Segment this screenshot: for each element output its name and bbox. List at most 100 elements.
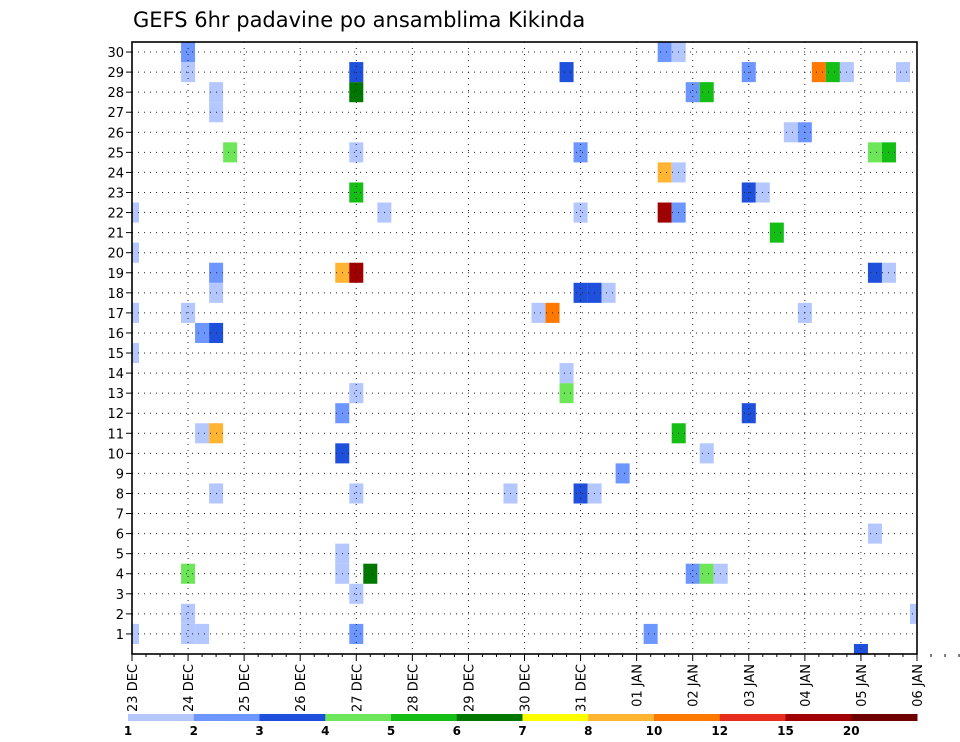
y-tick-label: 7 [116, 508, 124, 523]
x-tick-label: 26 DEC [294, 664, 309, 712]
legend-swatch [522, 714, 589, 721]
y-tick-label: 24 [107, 166, 124, 181]
color-legend: 1 2 3 4 5 6 7 8 10 12 15 20 [124, 714, 918, 738]
legend-swatch [391, 714, 458, 721]
x-tick-label: 25 DEC [238, 664, 253, 712]
precip-cell [181, 603, 196, 624]
x-tick-label: 03 JAN [743, 664, 758, 707]
precip-cell [195, 623, 210, 644]
legend-swatch [654, 714, 721, 721]
y-tick-label: 9 [116, 467, 124, 482]
precip-cell [132, 623, 140, 644]
y-tick-label: 21 [107, 227, 124, 242]
y-tick-label: 22 [107, 207, 124, 222]
x-tick-label: 06 JAN [911, 664, 926, 707]
legend-label: 5 [387, 724, 395, 738]
precip-cell [132, 302, 140, 323]
precip-cell [349, 82, 364, 103]
legend-swatch [456, 714, 523, 721]
y-tick-label: 8 [116, 487, 124, 502]
legend-label: 3 [255, 724, 263, 738]
legend-label: 6 [453, 724, 461, 738]
precip-cell [132, 202, 140, 223]
y-tick-label: 29 [107, 66, 124, 81]
precip-cell [643, 623, 658, 644]
precip-cell [349, 383, 364, 404]
y-tick-label: 6 [116, 528, 124, 543]
precip-cell [223, 142, 238, 163]
y-tick-label: 16 [107, 327, 124, 342]
precip-cell [573, 483, 588, 504]
precip-cell [559, 383, 574, 404]
y-tick-label: 4 [116, 568, 124, 583]
precip-cell [349, 483, 364, 504]
legend-swatch [851, 714, 918, 721]
precip-cell [952, 122, 960, 142]
legend-label: 10 [646, 724, 663, 738]
y-tick-label: 30 [107, 46, 124, 61]
x-tick-label: 01 JAN [631, 664, 646, 707]
precip-cell [699, 443, 714, 464]
precip-cell [349, 142, 364, 163]
precip-cell [685, 563, 700, 584]
precip-cell [867, 262, 882, 283]
precip-cell [825, 62, 840, 83]
legend-label: 1 [124, 724, 132, 738]
grid-layer [132, 42, 918, 654]
precip-cell [699, 82, 714, 103]
legend-swatch [719, 714, 786, 721]
y-tick-label: 11 [107, 427, 124, 442]
legend-swatch [588, 714, 655, 721]
legend-label: 2 [190, 724, 198, 738]
legend-swatch [785, 714, 852, 721]
y-tick-label: 20 [107, 247, 124, 262]
legend-label: 4 [321, 724, 329, 738]
y-tick-label: 28 [107, 86, 124, 101]
precip-cell [195, 423, 210, 444]
y-tick-label: 12 [107, 407, 124, 422]
precip-cell [559, 363, 574, 384]
precip-cell [363, 563, 378, 584]
legend-label: 15 [777, 724, 794, 738]
y-axis: 1234567891011121314151617181920212223242… [107, 46, 132, 643]
y-tick-label: 25 [107, 146, 124, 161]
x-tick-label: 24 DEC [182, 664, 197, 712]
x-axis: 23 DEC 24 DEC 25 DEC 26 DEC 27 DEC 28 DEC 29 D… [126, 654, 960, 712]
precip-cell [657, 42, 672, 63]
precip-cell [783, 122, 798, 143]
y-tick-label: 17 [107, 307, 124, 322]
precip-cell [349, 623, 364, 644]
precip-cell [181, 623, 196, 644]
precip-cell [657, 202, 672, 223]
y-tick-label: 15 [107, 347, 124, 362]
y-tick-label: 18 [107, 287, 124, 302]
x-tick-label: 29 DEC [462, 664, 477, 712]
y-tick-label: 14 [107, 367, 124, 382]
precip-cell [601, 282, 616, 303]
precip-cell [573, 142, 588, 163]
y-tick-label: 27 [107, 106, 124, 121]
x-tick-label: 05 JAN [855, 664, 870, 707]
precip-cell [573, 202, 588, 223]
precip-cell [699, 563, 714, 584]
y-tick-label: 26 [107, 126, 124, 141]
precip-cell [349, 262, 364, 283]
x-tick-label: 04 JAN [799, 664, 814, 707]
y-tick-label: 5 [116, 548, 124, 563]
precip-cell [741, 403, 756, 424]
y-tick-label: 2 [116, 608, 124, 623]
precip-cell [132, 342, 140, 364]
precip-cell [349, 583, 364, 604]
precip-cell [615, 463, 630, 484]
legend-swatch [325, 714, 392, 721]
precip-cell [867, 142, 882, 163]
y-tick-label: 1 [116, 628, 124, 643]
precip-cell [909, 603, 917, 624]
legend-swatch [128, 714, 195, 721]
x-tick-label: 23 DEC [126, 664, 141, 712]
precip-cell [811, 62, 826, 83]
precip-cell [531, 302, 546, 323]
x-tick-label: 27 DEC [350, 664, 365, 712]
precip-cell [657, 162, 672, 183]
legend-swatch [193, 714, 260, 721]
